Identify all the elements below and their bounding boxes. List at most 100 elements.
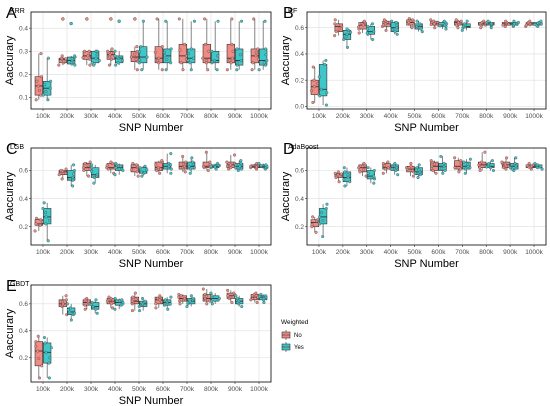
sample-point (230, 42, 234, 46)
sample-point (86, 164, 90, 168)
sample-point (512, 22, 516, 26)
sample-point (59, 168, 63, 173)
x-tick-label: 600k (431, 113, 446, 120)
sample-point (366, 24, 370, 28)
sample-point (489, 26, 493, 30)
box-yes-600k (438, 19, 449, 31)
x-tick-label: 600k (431, 249, 446, 256)
sample-point (420, 30, 424, 34)
sample-point (528, 19, 532, 23)
sample-point (169, 152, 173, 156)
sample-point (83, 303, 87, 307)
sample-point (177, 17, 181, 21)
sample-point (162, 50, 166, 54)
sample-point (65, 302, 69, 306)
sample-point (459, 167, 463, 171)
box-no-600k (154, 294, 164, 310)
outlier-point (61, 17, 65, 21)
x-tick-label: 200k (60, 249, 75, 256)
sample-point (414, 171, 418, 175)
sample-point (249, 298, 253, 302)
box-no-300k (81, 17, 93, 67)
sample-point (263, 294, 268, 298)
box-yes-500k (414, 19, 424, 34)
sample-point (72, 163, 76, 167)
outlier-point (133, 17, 137, 21)
y-tick-label: 0.4 (19, 25, 28, 32)
sample-point (207, 49, 211, 53)
sample-point (263, 63, 268, 67)
sample-point (235, 296, 239, 300)
sample-point (42, 336, 46, 340)
sample-point (158, 171, 162, 175)
sample-point (82, 168, 86, 173)
sample-point (119, 164, 123, 168)
box-yes-500k (137, 296, 148, 313)
legend-key-point (284, 345, 288, 349)
sample-point (486, 19, 490, 23)
sample-point (489, 166, 493, 170)
sample-point (410, 26, 414, 30)
sample-point (483, 150, 487, 154)
sample-point (249, 164, 253, 168)
sample-point (139, 45, 143, 49)
sample-point (317, 215, 322, 219)
sample-point (439, 166, 444, 170)
sample-point (44, 90, 48, 94)
sample-point (114, 161, 118, 165)
sample-point (310, 223, 314, 227)
sample-point (69, 318, 73, 322)
sample-point (97, 58, 101, 63)
legend-label: No (294, 333, 302, 339)
box-no-200k (333, 18, 344, 38)
sample-point (73, 63, 77, 67)
box-no-700k (454, 18, 463, 30)
box-yes-700k (460, 19, 471, 32)
legend-key-yes (281, 342, 291, 352)
sample-point (238, 164, 242, 168)
sample-point (433, 162, 437, 166)
box-no-400k (105, 295, 115, 310)
sample-point (43, 341, 47, 345)
sample-point (433, 26, 437, 30)
sample-point (505, 156, 509, 160)
sample-point (342, 166, 346, 170)
sample-point (154, 163, 158, 167)
box-yes-300k (89, 298, 100, 315)
sample-point (416, 175, 420, 180)
box-no-500k (406, 17, 416, 30)
sample-point (344, 35, 348, 39)
sample-point (145, 55, 149, 59)
panel-title: RF (288, 8, 297, 15)
sample-point (225, 68, 229, 72)
sample-point (164, 19, 168, 23)
box-yes-700k (186, 19, 196, 72)
sample-point (417, 163, 421, 167)
box-no-900k (501, 19, 511, 28)
sample-point (215, 68, 219, 72)
sample-point (429, 159, 433, 163)
sample-point (130, 168, 134, 172)
x-tick-label: 700k (455, 113, 470, 120)
box-yes-700k (187, 156, 196, 175)
sample-point (411, 174, 415, 178)
sample-point (90, 169, 94, 173)
sample-point (153, 50, 157, 54)
sample-point (143, 164, 147, 168)
x-tick-label: 800k (204, 113, 219, 120)
sample-point (179, 294, 183, 298)
sample-point (208, 160, 212, 164)
box-no-500k (130, 291, 140, 313)
sample-point (320, 211, 324, 215)
x-tick-label: 200k (60, 113, 75, 120)
sample-point (156, 296, 160, 300)
sample-point (339, 23, 343, 27)
sample-point (336, 170, 340, 174)
sample-point (88, 63, 92, 67)
sample-point (465, 19, 469, 23)
box-iqr (178, 44, 188, 64)
sample-point (333, 34, 337, 38)
sample-point (83, 49, 87, 53)
box-iqr (258, 48, 268, 66)
